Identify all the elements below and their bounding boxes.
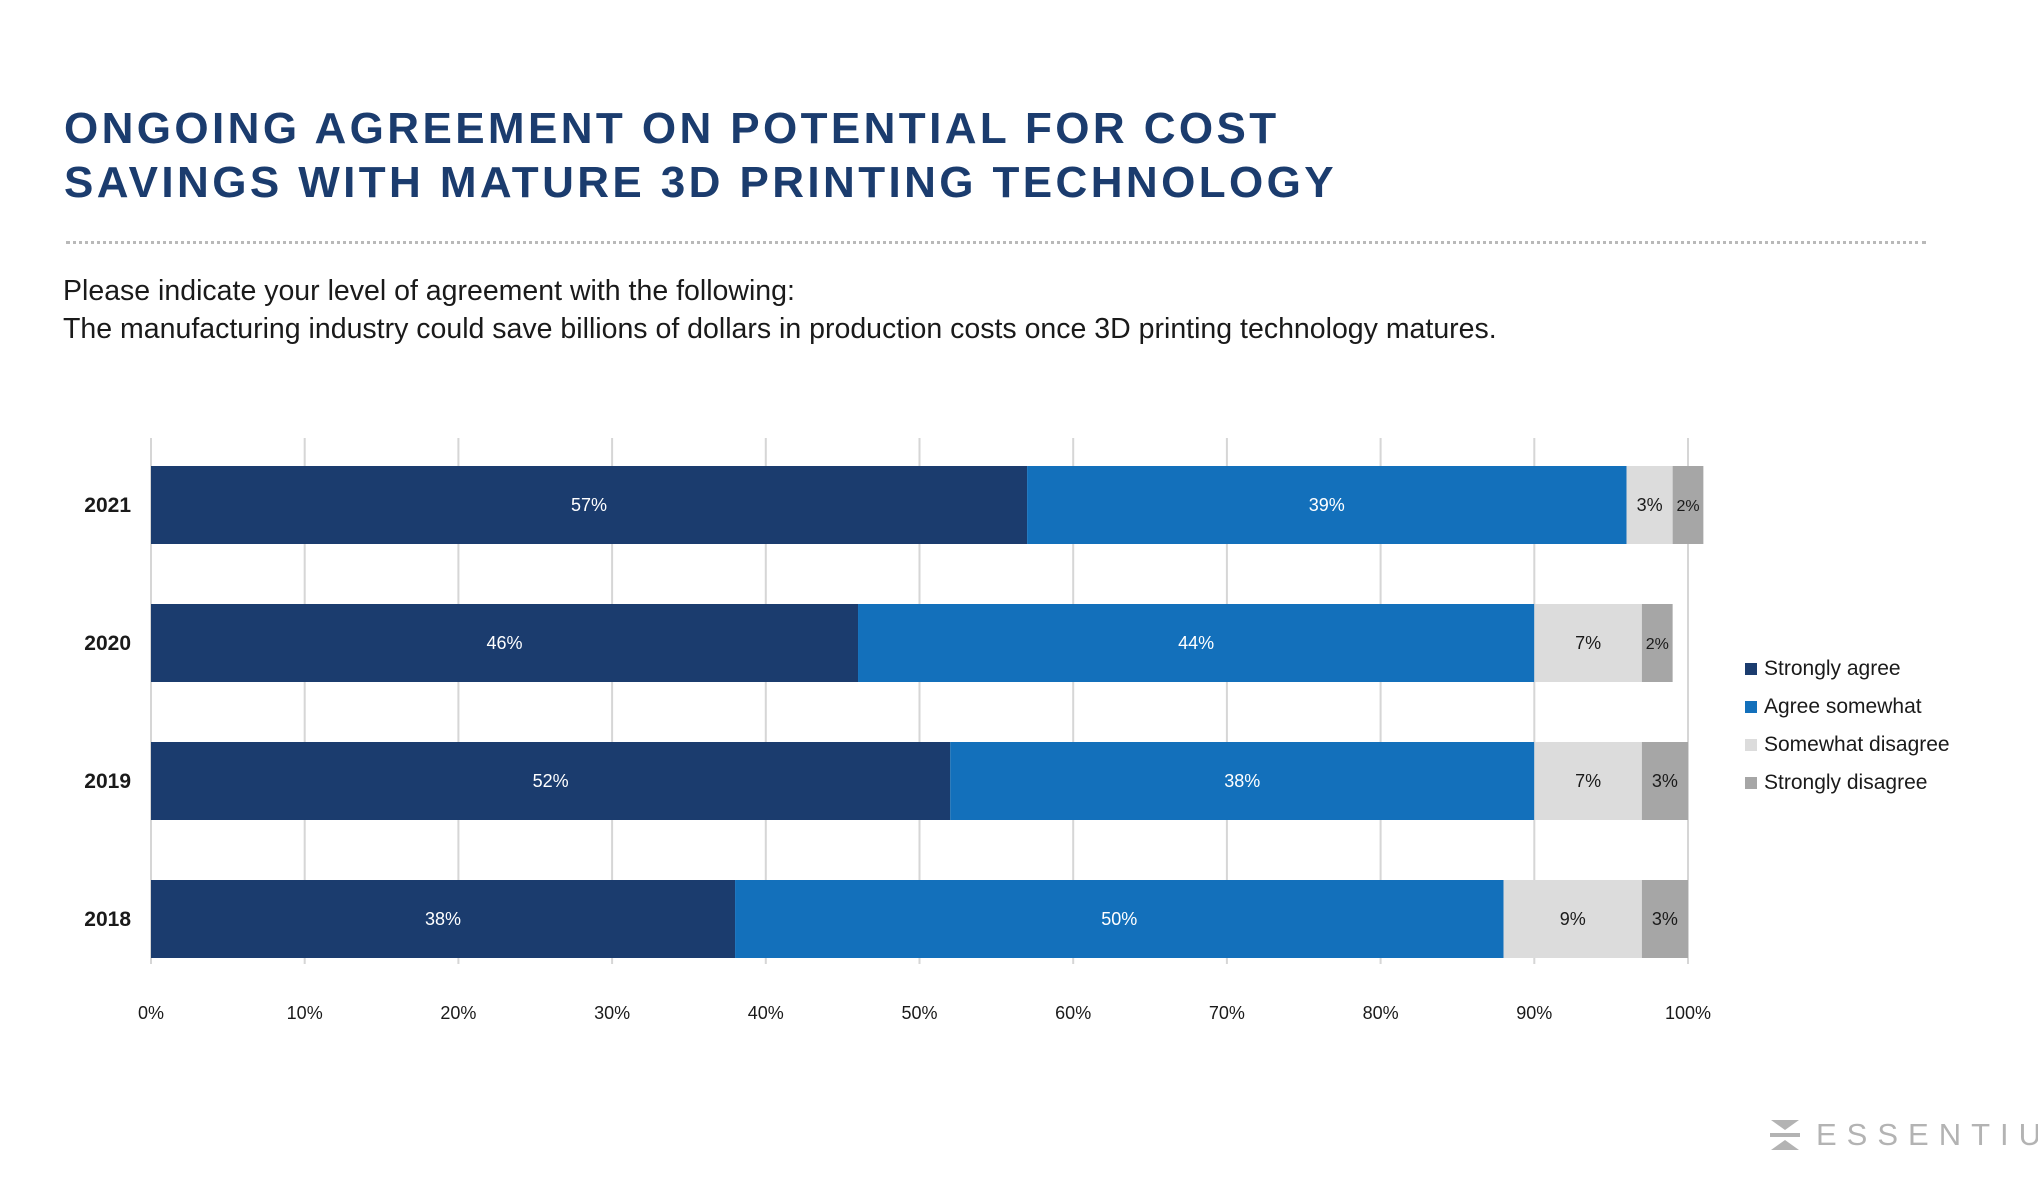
bar-data-label: 52%	[533, 771, 569, 791]
bar-segment	[1626, 466, 1673, 544]
y-category-label: 2018	[84, 908, 131, 931]
bar-data-label: 46%	[486, 633, 522, 653]
legend-label: Strongly agree	[1764, 657, 1901, 680]
bar-data-label: 38%	[1224, 771, 1260, 791]
bar-data-label: 50%	[1101, 909, 1137, 929]
bar-data-label: 39%	[1309, 495, 1345, 515]
bar-data-label: 9%	[1560, 909, 1586, 929]
bar-segment	[151, 604, 859, 682]
bar-segment	[151, 880, 736, 958]
chart-title-line-2: SAVINGS WITH MATURE 3D PRINTING TECHNOLO…	[64, 158, 1337, 207]
question-statement: The manufacturing industry could save bi…	[63, 313, 1497, 345]
legend-swatch	[1745, 739, 1757, 751]
bar-segment	[950, 742, 1535, 820]
y-category-label: 2021	[84, 494, 131, 517]
x-tick-label: 100%	[1665, 1003, 1711, 1023]
bar-data-label: 2%	[1646, 636, 1669, 653]
legend-item: Somewhat disagree	[1745, 726, 1950, 764]
legend-item: Agree somewhat	[1745, 688, 1950, 726]
bar-segment	[858, 604, 1535, 682]
legend-swatch	[1745, 777, 1757, 789]
legend-item: Strongly disagree	[1745, 764, 1950, 802]
y-category-label: 2020	[84, 632, 131, 655]
legend-item: Strongly agree	[1745, 650, 1950, 688]
bar-data-label: 7%	[1575, 771, 1601, 791]
brand-name: ESSENTIUM	[1816, 1117, 2038, 1152]
legend-label: Somewhat disagree	[1764, 733, 1950, 756]
brand-logo: ESSENTIUM	[1768, 1116, 2038, 1154]
bar-segment	[1641, 880, 1688, 958]
title-divider	[66, 241, 1926, 244]
x-tick-label: 80%	[1363, 1003, 1399, 1023]
bar-data-label: 44%	[1178, 633, 1214, 653]
chart-title-line-1: ONGOING AGREEMENT ON POTENTIAL FOR COST	[64, 104, 1280, 153]
bar-data-label: 3%	[1637, 495, 1663, 515]
bar-segment	[1534, 742, 1642, 820]
bar-segment	[1672, 466, 1704, 544]
bar-segment	[151, 742, 951, 820]
x-tick-label: 0%	[138, 1003, 164, 1023]
x-tick-label: 10%	[287, 1003, 323, 1023]
bar-segment	[1534, 604, 1642, 682]
chart-legend: Strongly agree Agree somewhat Somewhat dis…	[1745, 650, 1950, 802]
x-tick-label: 40%	[748, 1003, 784, 1023]
x-tick-label: 20%	[440, 1003, 476, 1023]
bar-segment	[151, 466, 1028, 544]
x-tick-label: 90%	[1516, 1003, 1552, 1023]
legend-swatch	[1745, 663, 1757, 675]
bar-data-label: 2%	[1676, 498, 1699, 515]
y-category-label: 2019	[84, 770, 131, 793]
x-tick-label: 30%	[594, 1003, 630, 1023]
bar-data-label: 57%	[571, 495, 607, 515]
bar-data-label: 38%	[425, 909, 461, 929]
bar-segment	[1027, 466, 1627, 544]
bar-segment	[1641, 742, 1688, 820]
question-prompt: Please indicate your level of agreement …	[63, 275, 795, 307]
bar-data-label: 7%	[1575, 633, 1601, 653]
bar-data-label: 3%	[1652, 909, 1678, 929]
chart-title: ONGOING AGREEMENT ON POTENTIAL FOR COST …	[64, 102, 1964, 210]
x-tick-label: 50%	[901, 1003, 937, 1023]
essentium-logo-icon	[1770, 1120, 1800, 1150]
bar-segment	[1503, 880, 1642, 958]
legend-label: Strongly disagree	[1764, 771, 1928, 794]
x-tick-label: 60%	[1055, 1003, 1091, 1023]
legend-swatch	[1745, 701, 1757, 713]
bar-segment	[735, 880, 1504, 958]
bar-data-label: 3%	[1652, 771, 1678, 791]
x-tick-label: 70%	[1209, 1003, 1245, 1023]
legend-label: Agree somewhat	[1764, 695, 1922, 718]
chart-subtitle: Please indicate your level of agreement …	[63, 272, 1963, 348]
bar-segment	[1641, 604, 1673, 682]
